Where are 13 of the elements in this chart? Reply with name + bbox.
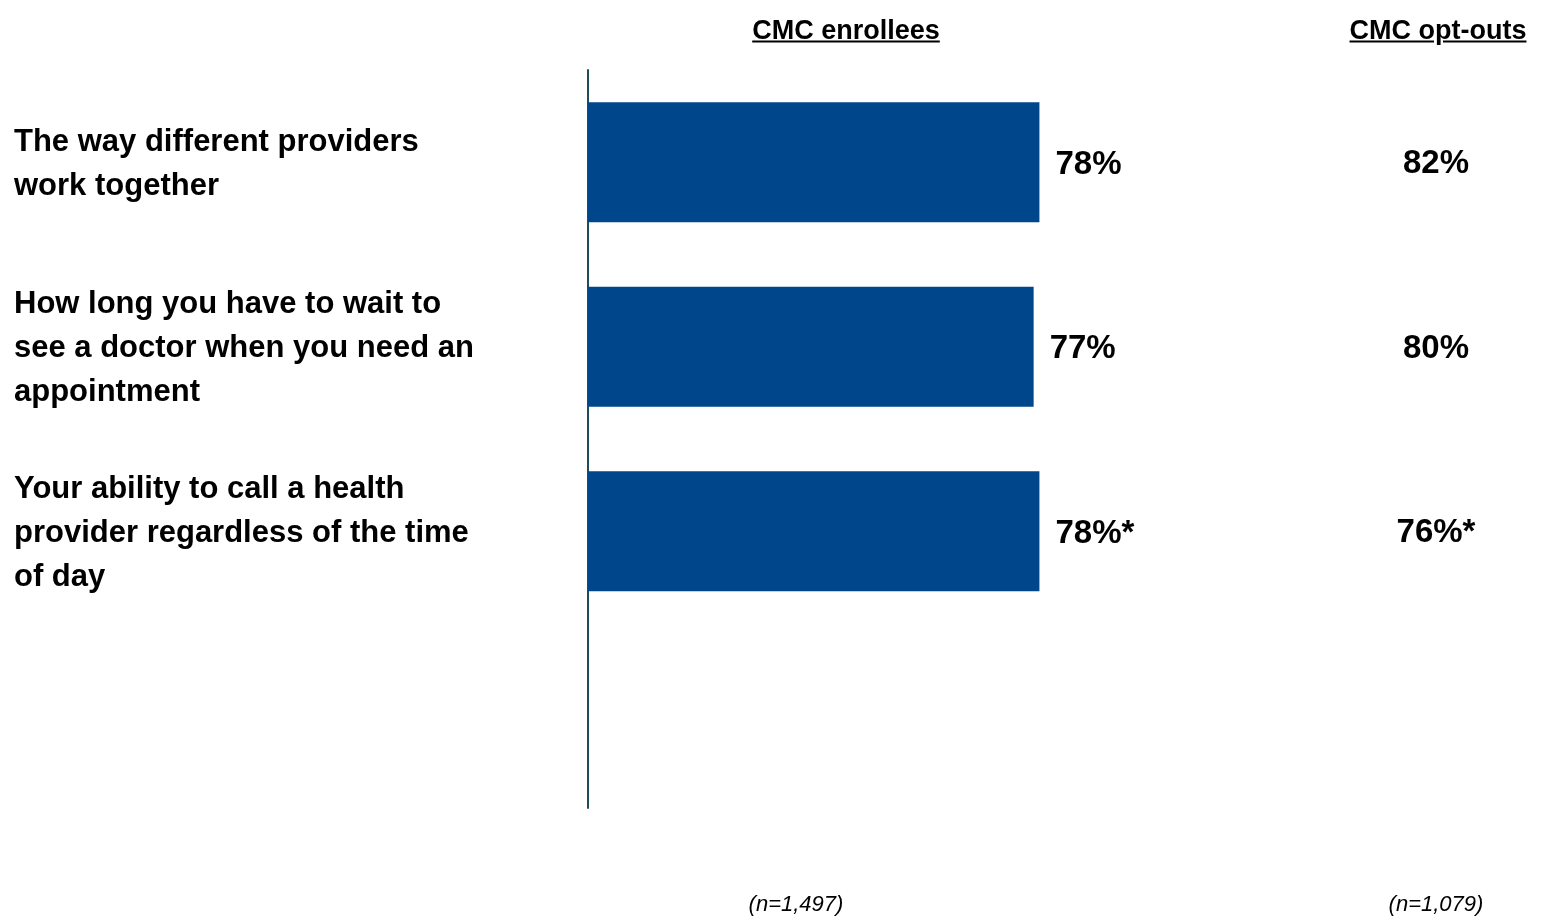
data-label: 78%* <box>1055 512 1135 550</box>
text: (n=1,079) <box>1388 891 1484 917</box>
data-label: 77% <box>1049 328 1116 366</box>
text: 76%* <box>1396 512 1476 551</box>
text: (n=1,497) <box>748 891 844 917</box>
y-tick-label: The way different providers work together <box>13 122 428 202</box>
text: 80% <box>1402 327 1470 366</box>
data-label: 78% <box>1055 143 1122 181</box>
y-tick-label: Your ability to call a health provider regardless of the time of day <box>14 469 478 593</box>
text: CMC enrollees <box>752 14 940 46</box>
text: CMC opt-outs <box>1349 14 1527 46</box>
y-tick-label: How long you have to wait to see a doctor when you need an appointment <box>14 285 483 409</box>
text: 82% <box>1402 143 1470 182</box>
